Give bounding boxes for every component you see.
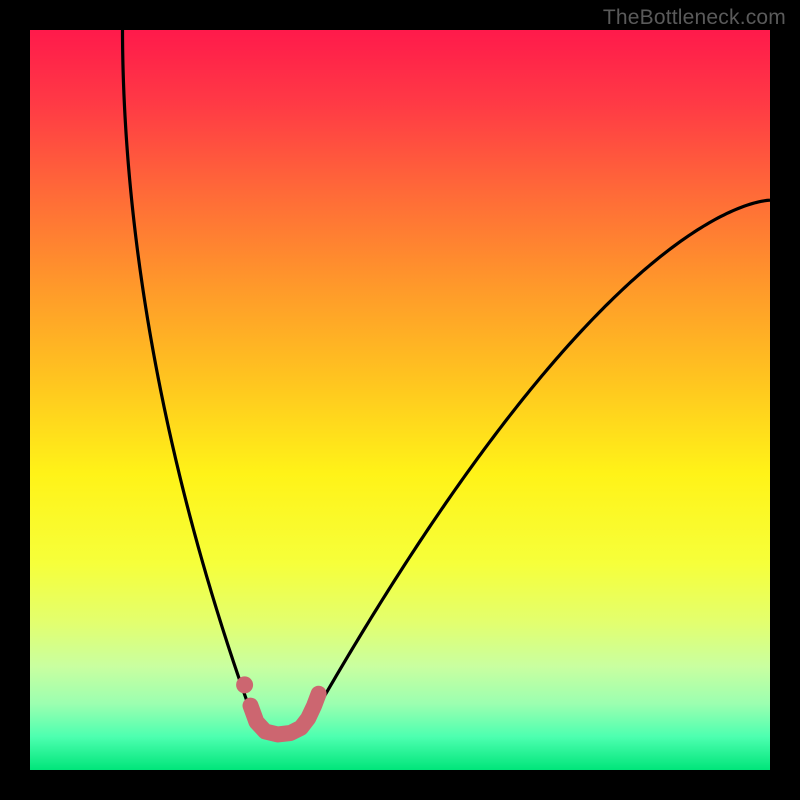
bottleneck-v-curve-chart bbox=[0, 0, 800, 800]
chart-canvas: TheBottleneck.com bbox=[0, 0, 800, 800]
watermark-text: TheBottleneck.com bbox=[603, 6, 786, 30]
optimal-band-dot bbox=[236, 676, 253, 693]
plot-area bbox=[30, 30, 770, 770]
